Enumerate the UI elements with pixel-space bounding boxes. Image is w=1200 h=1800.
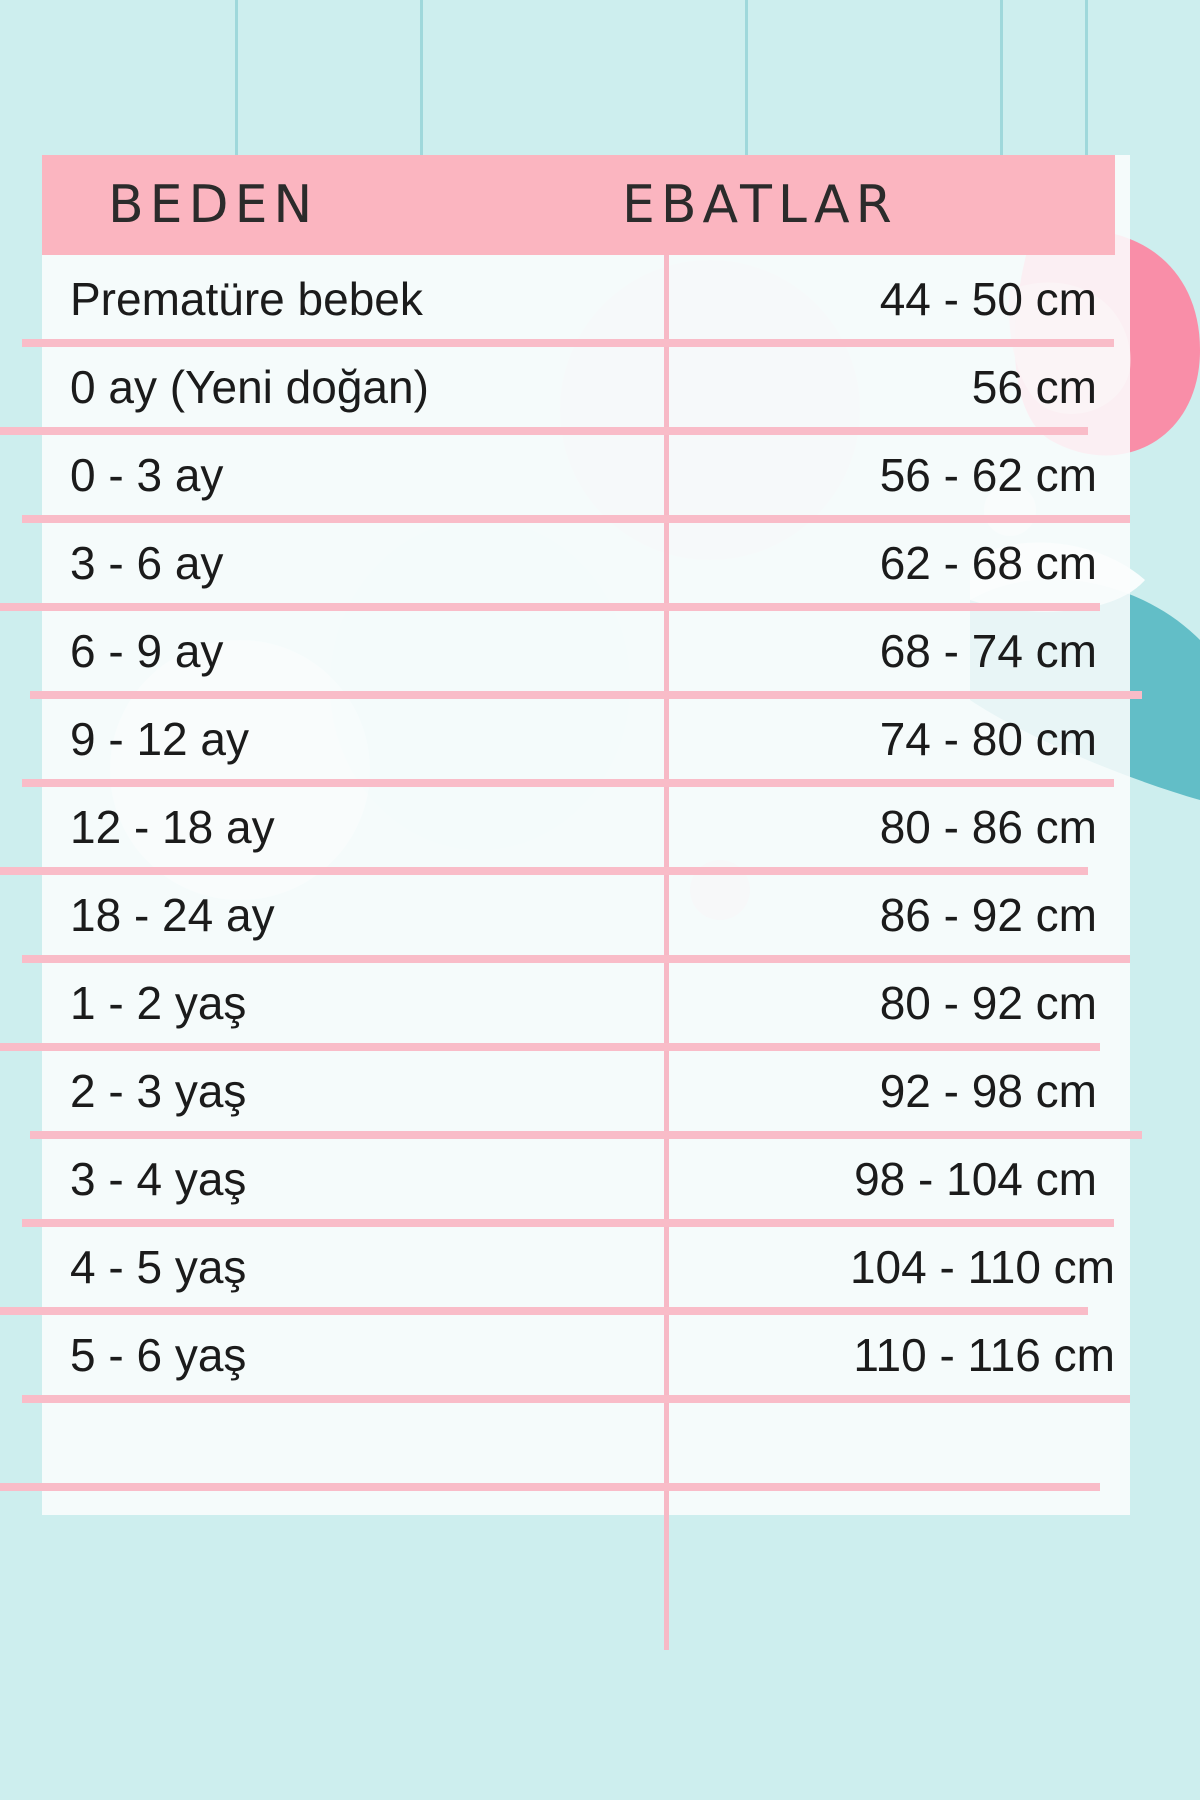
size-chart-panel xyxy=(42,155,1130,1515)
background-line-0 xyxy=(235,0,238,158)
cell-beden: 12 - 18 ay xyxy=(70,801,275,853)
table-header-band: BEDEN EBATLAR xyxy=(42,155,1115,255)
background-line-4 xyxy=(1085,0,1088,158)
row-separator xyxy=(22,1395,1130,1403)
cell-ebatlar: 86 - 92 cm xyxy=(879,889,1097,941)
row-separator xyxy=(0,603,1100,611)
table-row: 0 ay (Yeni doğan) 56 cm xyxy=(42,343,1130,431)
cell-beden: 18 - 24 ay xyxy=(70,889,275,941)
cell-ebatlar: 80 - 92 cm xyxy=(879,977,1097,1029)
row-separator xyxy=(22,339,1114,347)
cell-beden: 0 - 3 ay xyxy=(70,449,224,501)
table-row: 6 - 9 ay 68 - 74 cm xyxy=(42,607,1130,695)
table-row: 5 - 6 yaş 110 - 116 cm xyxy=(42,1311,1130,1399)
cell-beden: 3 - 4 yaş xyxy=(70,1153,247,1205)
cell-beden: 3 - 6 ay xyxy=(70,537,224,589)
cell-ebatlar: 68 - 74 cm xyxy=(879,625,1097,677)
background-line-2 xyxy=(745,0,748,158)
cell-ebatlar: 98 - 104 cm xyxy=(854,1153,1097,1205)
table-row: 18 - 24 ay 86 - 92 cm xyxy=(42,871,1130,959)
row-separator xyxy=(22,955,1130,963)
cell-beden: 6 - 9 ay xyxy=(70,625,224,677)
column-header-ebatlar: EBATLAR xyxy=(622,175,898,235)
table-row: 2 - 3 yaş 92 - 98 cm xyxy=(42,1047,1130,1135)
cell-beden: 4 - 5 yaş xyxy=(70,1241,247,1293)
table-row: 9 - 12 ay 74 - 80 cm xyxy=(42,695,1130,783)
cell-beden: 5 - 6 yaş xyxy=(70,1329,247,1381)
row-separator xyxy=(0,867,1088,875)
table-row xyxy=(42,1399,1130,1487)
cell-ebatlar: 74 - 80 cm xyxy=(879,713,1097,765)
cell-ebatlar: 62 - 68 cm xyxy=(879,537,1097,589)
table-row: 3 - 6 ay 62 - 68 cm xyxy=(42,519,1130,607)
cell-ebatlar: 104 - 110 cm xyxy=(849,1241,1115,1293)
cell-beden: 9 - 12 ay xyxy=(70,713,249,765)
column-header-beden: BEDEN xyxy=(108,175,319,235)
row-separator xyxy=(0,1307,1088,1315)
background-line-1 xyxy=(420,0,423,158)
table-row: 0 - 3 ay 56 - 62 cm xyxy=(42,431,1130,519)
cell-ebatlar xyxy=(667,1399,1097,1487)
cell-beden: 1 - 2 yaş xyxy=(70,977,247,1029)
cell-ebatlar: 92 - 98 cm xyxy=(879,1065,1097,1117)
cell-ebatlar: 56 - 62 cm xyxy=(879,449,1097,501)
table-row: Prematüre bebek 44 - 50 cm xyxy=(42,255,1130,343)
row-separator xyxy=(30,691,1142,699)
cell-beden: 2 - 3 yaş xyxy=(70,1065,247,1117)
cell-ebatlar: 56 cm xyxy=(971,361,1097,413)
row-separator xyxy=(22,1219,1114,1227)
row-separator xyxy=(0,1043,1100,1051)
column-divider xyxy=(664,255,669,1650)
table-row: 1 - 2 yaş 80 - 92 cm xyxy=(42,959,1130,1047)
cell-beden: 0 ay (Yeni doğan) xyxy=(70,361,429,413)
row-separator xyxy=(0,1483,1100,1491)
row-separator xyxy=(22,515,1130,523)
table-row: 3 - 4 yaş 98 - 104 cm xyxy=(42,1135,1130,1223)
background-line-3 xyxy=(1000,0,1003,158)
cell-ebatlar: 110 - 116 cm xyxy=(853,1329,1115,1381)
row-separator xyxy=(22,779,1114,787)
table-row: 12 - 18 ay 80 - 86 cm xyxy=(42,783,1130,871)
row-separator xyxy=(0,427,1088,435)
row-separator xyxy=(30,1131,1142,1139)
cell-ebatlar: 80 - 86 cm xyxy=(879,801,1097,853)
cell-ebatlar: 44 - 50 cm xyxy=(879,273,1097,325)
cell-beden: Prematüre bebek xyxy=(70,273,423,325)
table-row: 4 - 5 yaş 104 - 110 cm xyxy=(42,1223,1130,1311)
